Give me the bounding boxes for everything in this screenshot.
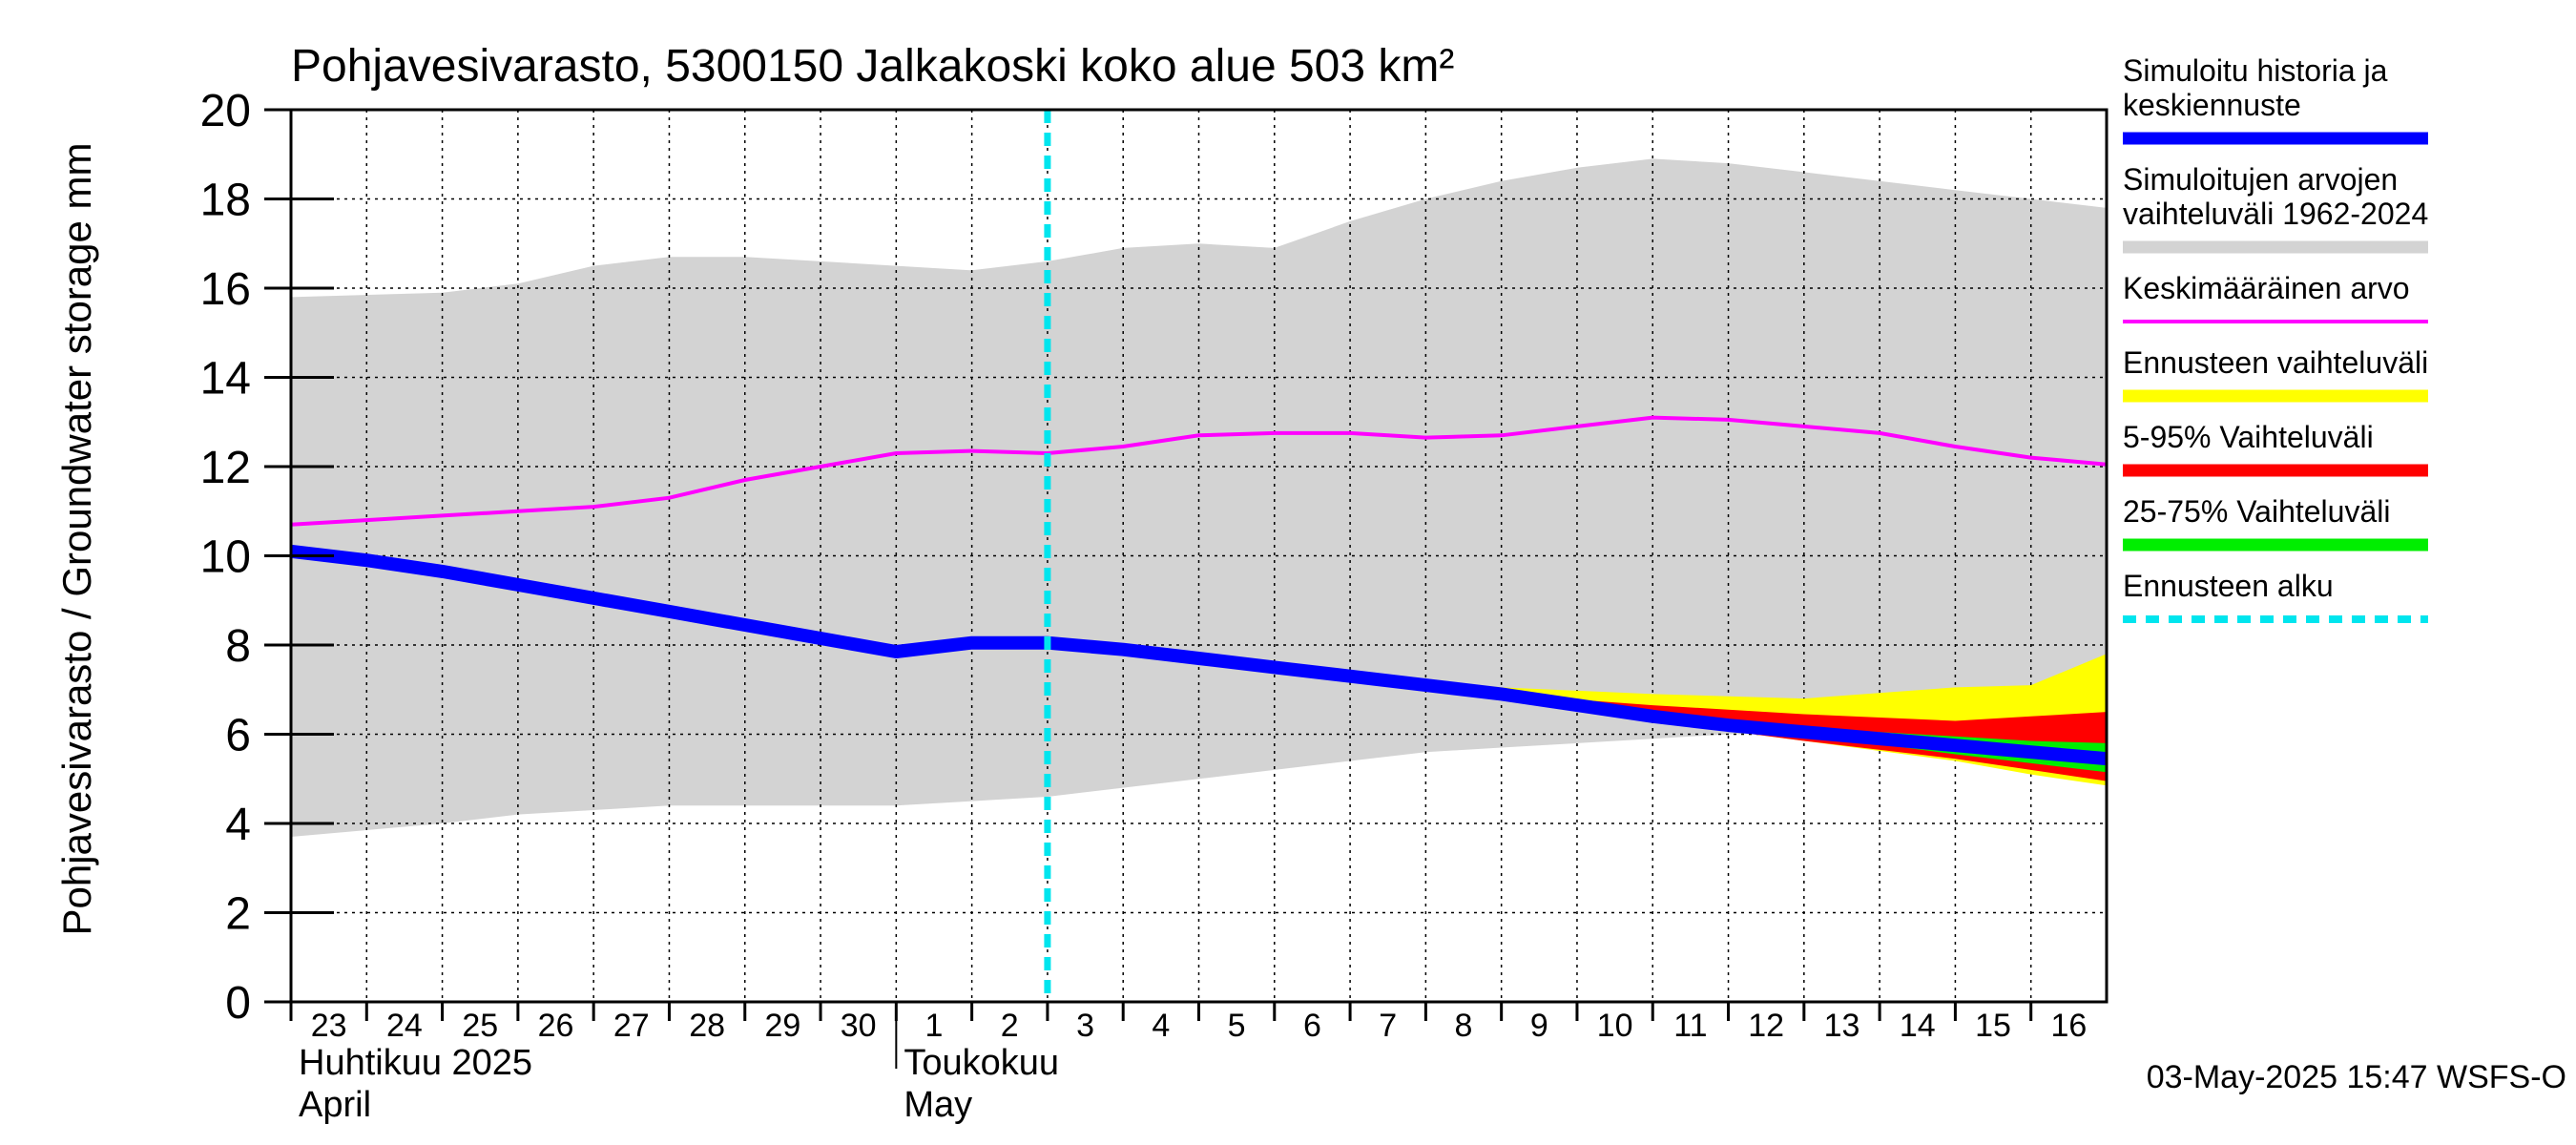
x-tick-label: 8 <box>1455 1008 1473 1044</box>
x-axis: 23 24 25 26 27 28 29 30 1 2 3 4 5 6 7 8 9 10 11 12 13 14 15 16H… <box>289 1002 2087 1125</box>
x-tick-label: 15 <box>1975 1008 2011 1044</box>
x-tick-label: 7 <box>1379 1008 1397 1044</box>
legend-label: Ennusteen vaihteluväli <box>2123 345 2428 380</box>
month-label-fi: Huhtikuu 2025 <box>299 1043 532 1083</box>
x-tick-label: 24 <box>386 1008 423 1044</box>
x-tick-label: 4 <box>1152 1008 1170 1044</box>
y-tick-label: 8 <box>225 621 251 672</box>
legend-label: 5-95% Vaihteluväli <box>2123 420 2374 454</box>
x-tick-label: 23 <box>311 1008 347 1044</box>
x-tick-label: 25 <box>462 1008 498 1044</box>
chart-title: Pohjavesivarasto, 5300150 Jalkakoski kok… <box>291 41 1454 92</box>
legend-label: Keskimääräinen arvo <box>2123 271 2410 305</box>
month-label-en: May <box>904 1085 972 1125</box>
legend-label: keskiennuste <box>2123 88 2301 122</box>
legend-label: Simuloitujen arvojen <box>2123 162 2398 197</box>
month-label-en: April <box>299 1085 371 1125</box>
mean-value-line <box>291 415 2107 527</box>
month-label-fi: Toukokuu <box>904 1043 1059 1083</box>
y-tick-label: 2 <box>225 889 251 940</box>
x-tick-label: 16 <box>2050 1008 2087 1044</box>
x-tick-label: 9 <box>1530 1008 1548 1044</box>
simulated-history-line <box>291 544 2107 766</box>
y-tick-label: 14 <box>200 354 251 405</box>
x-tick-label: 27 <box>613 1008 650 1044</box>
x-tick-label: 10 <box>1597 1008 1633 1044</box>
y-tick-label: 16 <box>200 264 251 315</box>
y-tick-label: 4 <box>225 800 251 850</box>
plot-area <box>289 108 2109 1004</box>
plot-content <box>291 110 2107 1002</box>
legend-label: Simuloitu historia ja <box>2123 53 2388 88</box>
x-tick-label: 12 <box>1748 1008 1784 1044</box>
y-axis-label: Pohjavesivarasto / Groundwater storage m… <box>54 142 99 935</box>
legend-label: 25-75% Vaihteluväli <box>2123 494 2390 529</box>
timestamp-footer: 03-May-2025 15:47 WSFS-O <box>2147 1059 2566 1095</box>
x-tick-label: 30 <box>841 1008 877 1044</box>
x-tick-label: 6 <box>1303 1008 1321 1044</box>
x-tick-label: 29 <box>764 1008 800 1044</box>
x-tick-label: 26 <box>538 1008 574 1044</box>
y-tick-label: 6 <box>225 711 251 761</box>
x-tick-label: 11 <box>1673 1008 1707 1044</box>
y-tick-label: 0 <box>225 978 251 1029</box>
y-tick-label: 20 <box>200 86 251 136</box>
x-tick-label: 1 <box>925 1008 944 1044</box>
x-tick-label: 14 <box>1900 1008 1936 1044</box>
x-tick-label: 5 <box>1228 1008 1246 1044</box>
x-tick-label: 13 <box>1824 1008 1860 1044</box>
forecast-range-band <box>1047 642 2107 786</box>
x-tick-label: 3 <box>1076 1008 1094 1044</box>
y-axis: 0 2 4 6 8 10 12 14 16 18 20 <box>200 86 334 1029</box>
x-tick-label: 2 <box>1001 1008 1019 1044</box>
y-tick-label: 12 <box>200 443 251 493</box>
legend-label: Ennusteen alku <box>2123 569 2334 603</box>
legend-label: vaihteluväli 1962-2024 <box>2123 197 2428 231</box>
y-tick-label: 10 <box>200 532 251 583</box>
y-tick-label: 18 <box>200 176 251 226</box>
x-tick-label: 28 <box>689 1008 725 1044</box>
